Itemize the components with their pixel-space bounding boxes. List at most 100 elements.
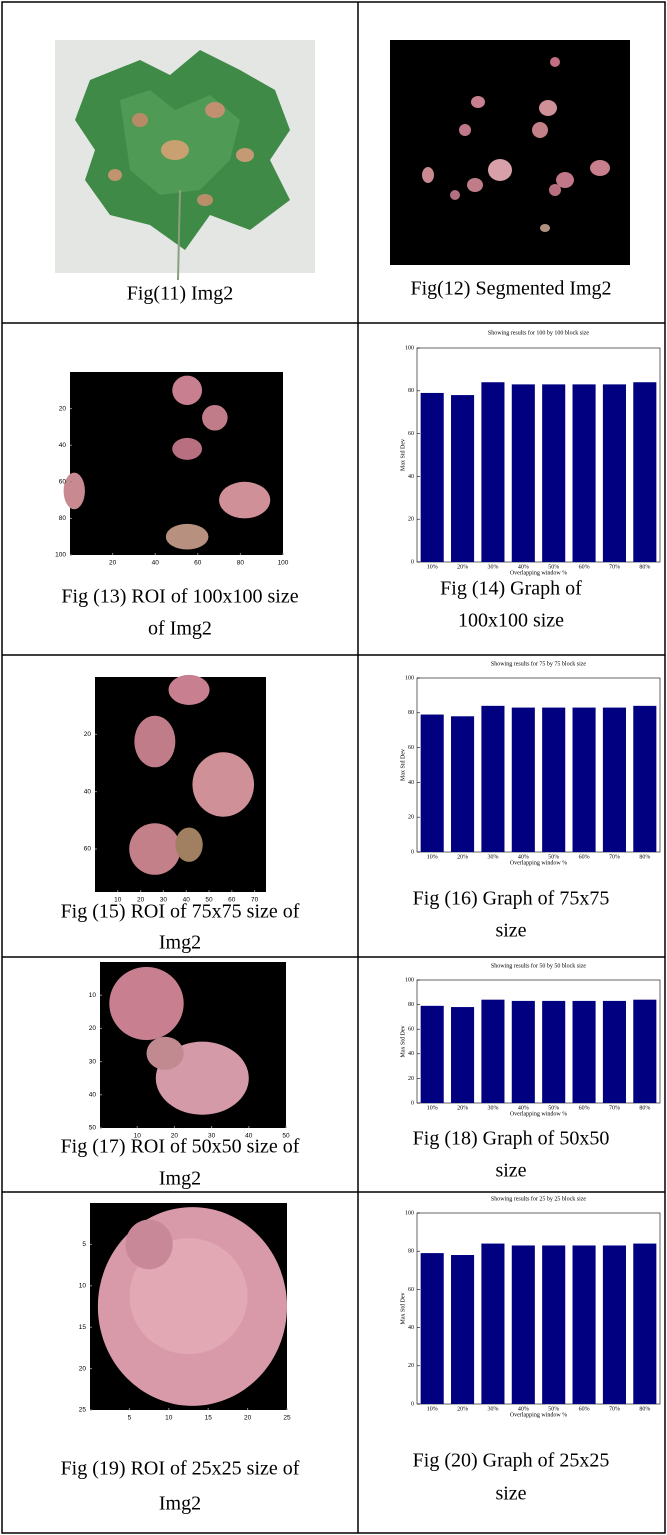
x-tick-label: 20% <box>457 1105 468 1111</box>
y-tick-label: 60 <box>408 431 414 437</box>
x-tick-label: 80% <box>639 1406 650 1412</box>
y-tick-label: 40 <box>408 1325 414 1331</box>
x-tick-label: 80% <box>639 564 650 570</box>
x-tick-label: 60% <box>579 1406 590 1412</box>
bar-chart: Showing results for 50 by 50 block size0… <box>400 962 660 1117</box>
bar-chart: Showing results for 25 by 25 block size0… <box>400 1195 660 1418</box>
figure-caption: Fig(12) Segmented Img2 <box>410 278 611 300</box>
x-tick-label: 60 <box>194 560 202 567</box>
bar <box>603 1001 626 1103</box>
y-tick-label: 20 <box>84 731 92 738</box>
bar <box>481 1244 504 1404</box>
figure-caption: Fig(11) Img2 <box>127 283 233 305</box>
x-axis-label: Overlapping window % <box>510 1111 567 1117</box>
figure-caption: Img2 <box>159 1493 201 1515</box>
y-tick-label: 20 <box>408 815 414 821</box>
x-tick-label: 30 <box>160 897 168 904</box>
lesion <box>219 482 270 519</box>
y-tick-label: 0 <box>411 849 414 855</box>
figure-caption: Fig (20) Graph of 25x25 <box>413 1450 610 1472</box>
y-tick-label: 40 <box>84 788 92 795</box>
y-tick-label: 100 <box>405 977 414 983</box>
y-tick-label: 40 <box>89 1092 97 1099</box>
bar <box>451 716 474 852</box>
lesion <box>134 716 175 768</box>
y-tick-label: 0 <box>411 1100 414 1106</box>
bar <box>512 384 535 562</box>
figure-caption: Fig (18) Graph of 50x50 <box>413 1128 610 1150</box>
x-tick-label: 70% <box>609 854 620 860</box>
x-tick-label: 20% <box>457 854 468 860</box>
bar <box>603 384 626 562</box>
bar <box>633 706 656 852</box>
leaf-photo <box>55 40 315 280</box>
bar <box>451 1007 474 1103</box>
y-tick-label: 10 <box>79 1283 87 1290</box>
x-tick-label: 100 <box>278 560 289 567</box>
y-tick-label: 50 <box>89 1125 97 1132</box>
y-tick-label: 20 <box>408 1076 414 1082</box>
segmented-image <box>390 40 630 265</box>
y-tick-label: 0 <box>411 1401 414 1407</box>
bar <box>512 708 535 852</box>
chart-title: Showing results for 100 by 100 block siz… <box>488 329 589 336</box>
x-tick-label: 50 <box>205 897 213 904</box>
bar-chart: Showing results for 75 by 75 block size 0… <box>400 660 660 866</box>
y-tick-label: 100 <box>55 552 66 559</box>
y-tick-label: 20 <box>408 517 414 523</box>
x-tick-label: 15 <box>205 1415 213 1422</box>
x-tick-label: 60% <box>579 1105 590 1111</box>
y-tick-label: 0 <box>411 559 414 565</box>
x-tick-label: 10 <box>114 897 122 904</box>
x-tick-label: 70% <box>609 1105 620 1111</box>
bar <box>633 1000 656 1103</box>
x-tick-label: 20 <box>109 560 117 567</box>
figure-table: Fig(11) Img2 Fig(12) Segmented Img2 Fig (1… <box>0 0 667 1535</box>
x-tick-label: 60% <box>579 564 590 570</box>
bar <box>603 708 626 852</box>
bar <box>421 1253 444 1404</box>
figure-caption: Fig (15) ROI of 75x75 size of <box>61 901 300 923</box>
lesion <box>64 473 85 510</box>
x-tick-label: 20 <box>171 1133 179 1140</box>
x-tick-label: 80% <box>639 854 650 860</box>
y-axis-label: Max Std Dev <box>400 749 406 781</box>
bar <box>542 708 565 852</box>
bar <box>542 384 565 562</box>
x-tick-label: 10% <box>427 1105 438 1111</box>
y-tick-label: 20 <box>408 1363 414 1369</box>
bar <box>451 1255 474 1404</box>
lesion <box>192 752 254 817</box>
figure-caption: size <box>495 1483 526 1505</box>
y-tick-label: 40 <box>408 1051 414 1057</box>
x-tick-label: 10% <box>427 1406 438 1412</box>
x-tick-label: 10 <box>165 1415 173 1422</box>
x-tick-label: 20% <box>457 564 468 570</box>
lesion <box>147 1037 184 1070</box>
lesion <box>109 967 183 1040</box>
lesion <box>125 1220 172 1270</box>
y-tick-label: 20 <box>59 405 67 412</box>
x-tick-label: 30% <box>487 854 498 860</box>
lesion <box>202 405 228 431</box>
bar <box>481 1000 504 1103</box>
y-axis-label: Max Std Dev <box>400 439 406 471</box>
figure-caption: Fig (16) Graph of 75x75 <box>413 888 610 910</box>
y-tick-label: 30 <box>89 1058 97 1065</box>
y-tick-label: 80 <box>408 388 414 394</box>
x-tick-label: 80 <box>237 560 245 567</box>
figure-caption: Fig (19) ROI of 25x25 size of <box>61 1458 300 1480</box>
y-axis-label: Max Std Dev <box>400 1293 406 1325</box>
bar <box>573 384 596 562</box>
x-tick-label: 40 <box>152 560 160 567</box>
x-axis-label: Overlapping window % <box>510 1412 567 1418</box>
figure-caption: of Img2 <box>148 618 212 640</box>
chart-title: Showing results for 75 by 75 block size <box>491 660 586 667</box>
bar <box>481 706 504 852</box>
x-axis-label: Overlapping window % <box>510 860 567 866</box>
figure-caption: size <box>495 920 526 942</box>
x-tick-label: 10% <box>427 564 438 570</box>
y-tick-label: 60 <box>408 1287 414 1293</box>
